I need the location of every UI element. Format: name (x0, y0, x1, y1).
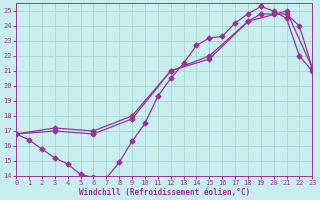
X-axis label: Windchill (Refroidissement éolien,°C): Windchill (Refroidissement éolien,°C) (79, 188, 250, 197)
